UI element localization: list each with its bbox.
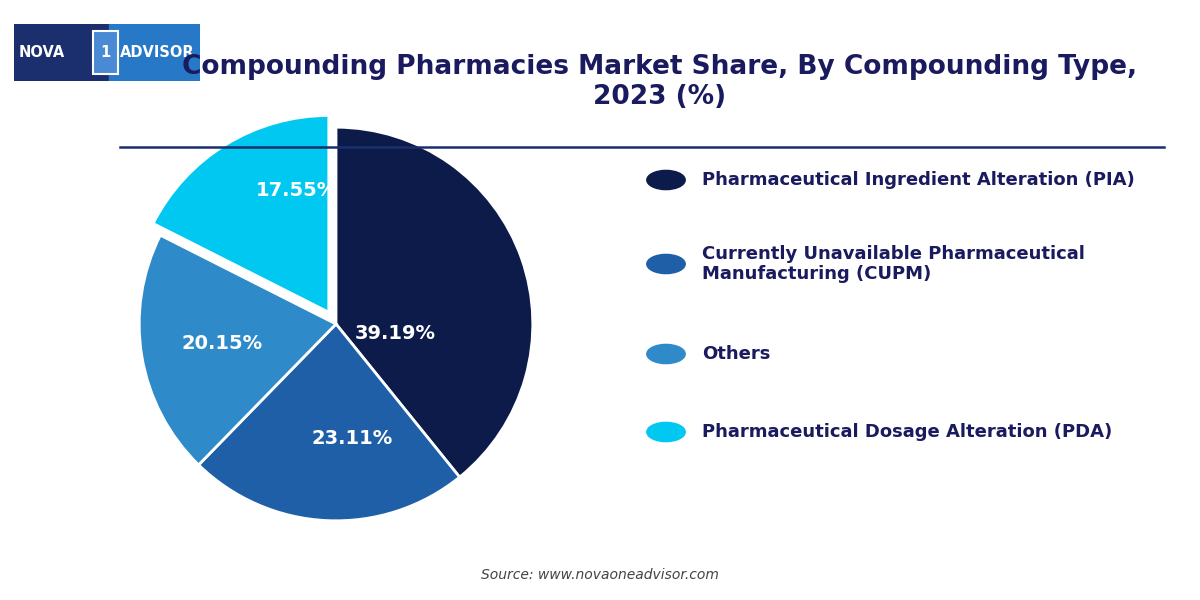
Text: 20.15%: 20.15% [181,334,263,353]
Text: Pharmaceutical Dosage Alteration (PDA): Pharmaceutical Dosage Alteration (PDA) [702,423,1112,441]
Text: Others: Others [702,345,770,363]
Wedge shape [336,127,533,477]
Text: Pharmaceutical Ingredient Alteration (PIA): Pharmaceutical Ingredient Alteration (PI… [702,171,1135,189]
Text: Source: www.novaoneadvisor.com: Source: www.novaoneadvisor.com [481,568,719,582]
Wedge shape [199,324,460,521]
Text: NOVA: NOVA [19,45,65,60]
Text: ADVISOR: ADVISOR [120,45,196,60]
Wedge shape [139,235,336,465]
Text: 17.55%: 17.55% [256,181,337,200]
Text: Currently Unavailable Pharmaceutical
Manufacturing (CUPM): Currently Unavailable Pharmaceutical Man… [702,245,1085,283]
Text: 39.19%: 39.19% [354,325,436,343]
Text: 1: 1 [101,45,110,60]
FancyBboxPatch shape [94,31,118,74]
Text: 23.11%: 23.11% [311,428,392,448]
Wedge shape [154,115,329,312]
Bar [14,24,109,81]
Text: Compounding Pharmacies Market Share, By Compounding Type,
2023 (%): Compounding Pharmacies Market Share, By … [182,54,1138,110]
Bar [109,24,200,81]
